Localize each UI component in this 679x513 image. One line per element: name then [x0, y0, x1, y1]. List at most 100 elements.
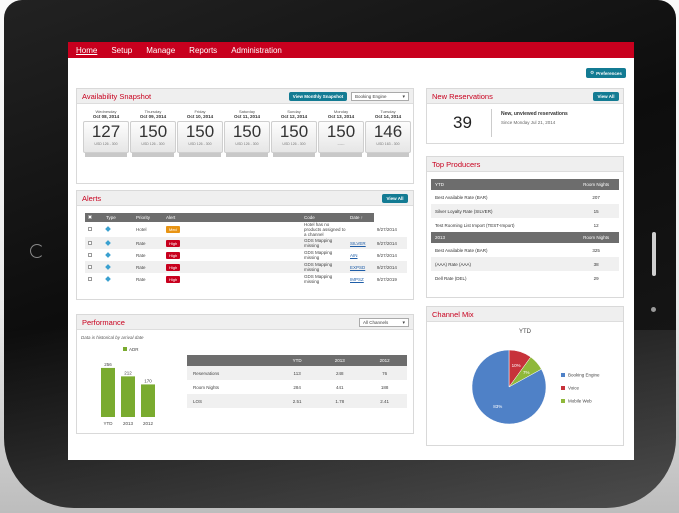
- view-monthly-snapshot-button[interactable]: View Monthly Snapshot: [289, 92, 347, 101]
- rate-range: USD 126 - 300: [94, 142, 118, 146]
- pie-data-label: 10%: [512, 363, 521, 368]
- nav-administration[interactable]: Administration: [231, 45, 282, 55]
- priority-badge: High: [166, 239, 181, 247]
- table-row[interactable]: Silver Loyalty Rate (SILVER) 15: [431, 204, 619, 218]
- row-checkbox[interactable]: [88, 276, 92, 281]
- room-nights-value: 207: [592, 194, 600, 200]
- rate-plan-name: Best Available Rate (BAR): [435, 194, 488, 200]
- divider: [491, 109, 492, 137]
- legend-label: Voice: [568, 386, 580, 391]
- top-nav: Home Setup Manage Reports Administration: [68, 42, 634, 58]
- priority-badge: Med: [166, 226, 180, 233]
- col-priority[interactable]: Priority: [133, 213, 163, 222]
- diamond-icon: [105, 251, 111, 258]
- legend-swatch: [561, 399, 565, 403]
- nav-setup[interactable]: Setup: [111, 45, 133, 55]
- nav-manage[interactable]: Manage: [146, 45, 176, 55]
- day-name: Wednesday: [95, 109, 117, 114]
- col-alert[interactable]: Alert: [163, 213, 301, 222]
- table-row[interactable]: Hotel Med Hotel has no products assigned t…: [85, 222, 407, 237]
- availability-count: 150: [185, 122, 215, 141]
- select-all-checkbox[interactable]: [88, 215, 92, 219]
- alert-text: GDS Mapping missing: [301, 261, 347, 273]
- col-date[interactable]: Date ↑: [347, 213, 374, 222]
- availability-day[interactable]: Sunday Oct 12, 2014 150 USD 126 - 300: [271, 109, 317, 157]
- alert-text: GDS Mapping missing: [304, 250, 333, 260]
- availability-count: 150: [326, 122, 356, 141]
- day-bar: [273, 153, 315, 157]
- bar-2012[interactable]: [141, 384, 155, 417]
- day-bar: [226, 153, 268, 157]
- channel-mix-pie-chart: YTD 10%7% 83% Booking Engine Voice Mobile Web: [471, 329, 600, 425]
- alerts-view-all-button[interactable]: View All: [382, 194, 408, 203]
- metric-value: 76: [362, 366, 407, 380]
- alert-code-link[interactable]: SILVER: [350, 240, 366, 246]
- alert-text: GDS Mapping missing: [301, 237, 347, 249]
- availability-day[interactable]: Monday Oct 13, 2014 150 ------: [318, 109, 364, 157]
- availability-day[interactable]: Saturday Oct 11, 2014 150 USD 126 - 300: [224, 109, 270, 157]
- availability-day[interactable]: Tuesday Oct 14, 2014 146 USD 163 - 300: [365, 109, 411, 157]
- reservations-count[interactable]: 39: [453, 113, 472, 132]
- bar-2013[interactable]: [121, 376, 135, 417]
- table-row[interactable]: Rate High GDS Mapping missing IMPSZ 9/27/201…: [85, 273, 407, 285]
- col-2013: 2013: [317, 355, 363, 366]
- table-row[interactable]: Test Rooming List Import (TEST-Import) 12: [431, 218, 619, 232]
- alert-code-link[interactable]: EXPSD: [350, 264, 366, 270]
- alert-code-link[interactable]: AIN: [350, 252, 358, 258]
- day-name: Thursday: [144, 109, 162, 114]
- nav-home[interactable]: Home: [76, 45, 98, 55]
- day-name: Sunday: [287, 109, 301, 114]
- producers-col-room-nights: Room Nights: [569, 179, 619, 190]
- booking-engine-select[interactable]: Booking Engine ▾: [351, 92, 409, 101]
- row-checkbox[interactable]: [88, 240, 92, 245]
- alert-date: 9/27/2014: [373, 237, 407, 249]
- reservations-title: New Reservations: [432, 91, 493, 101]
- bar-value-label: 212: [124, 370, 132, 375]
- table-row[interactable]: Rate High GDS Mapping missing EXPSD 9/27/201…: [85, 261, 407, 273]
- table-row[interactable]: (AAA) Rate (AAA) 38: [431, 257, 619, 271]
- legend-swatch: [561, 386, 565, 390]
- availability-day[interactable]: Wednesday Oct 08, 2014 127 USD 126 - 300: [83, 109, 129, 157]
- table-row: Room Nights 284 441 188: [187, 380, 407, 394]
- diamond-icon: [105, 226, 111, 232]
- preferences-button[interactable]: ⚙ Preferences: [586, 68, 626, 78]
- row-checkbox[interactable]: [88, 252, 92, 257]
- col-code[interactable]: Code: [301, 213, 347, 222]
- x-tick-label: YTD: [104, 421, 114, 426]
- day-bar: [85, 153, 127, 157]
- producers-section-header: 2013 Room Nights: [431, 232, 619, 243]
- rate-plan-name: Silver Loyalty Rate (SILVER): [431, 204, 570, 218]
- legend-swatch-adr: [123, 347, 127, 351]
- nav-reports[interactable]: Reports: [189, 45, 218, 55]
- availability-count: 150: [138, 122, 168, 141]
- metric-value: 188: [380, 384, 389, 390]
- day-bar: [132, 153, 174, 157]
- availability-day[interactable]: Thursday Oct 09, 2014 150 USD 126 - 300: [130, 109, 176, 157]
- alert-date: 9/27/2014: [373, 261, 407, 273]
- room-nights-value: 15: [569, 204, 619, 218]
- bar-value-label: 256: [104, 362, 112, 367]
- table-row[interactable]: Rate High GDS Mapping missing AIN 9/27/2014: [85, 249, 407, 261]
- reservations-view-all-button[interactable]: View All: [593, 92, 619, 101]
- table-row[interactable]: Best Available Rate (BAR) 207: [431, 190, 619, 204]
- alert-code-link[interactable]: IMPSZ: [350, 276, 364, 282]
- availability-day[interactable]: Friday Oct 10, 2014 150 USD 126 - 300: [177, 109, 223, 157]
- camera-dot: [651, 307, 656, 312]
- table-row[interactable]: Dell Rate (DEL) 29: [431, 271, 619, 285]
- table-row[interactable]: Rate High GDS Mapping missing SILVER 9/27/20…: [85, 237, 407, 249]
- rate-plan-name: Dell Rate (DEL): [435, 275, 467, 281]
- all-channels-select[interactable]: All Channels ▾: [359, 318, 409, 327]
- col-type[interactable]: Type: [103, 213, 133, 222]
- table-row[interactable]: Best Available Rate (BAR) 325: [431, 243, 619, 257]
- day-date: Oct 09, 2014: [139, 114, 167, 119]
- day-date: Oct 11, 2014: [233, 114, 261, 119]
- performance-panel: Performance All Channels ▾ Data is histo…: [76, 314, 414, 434]
- rate-plan-name: (AAA) Rate (AAA): [431, 257, 570, 271]
- row-checkbox[interactable]: [88, 264, 92, 269]
- availability-count: 150: [279, 122, 309, 141]
- alerts-table: Type Priority Alert Code Date ↑ Hotel Med…: [85, 213, 407, 285]
- pie-slice-booking-engine[interactable]: [471, 349, 547, 425]
- bar-ytd[interactable]: [101, 367, 115, 417]
- row-checkbox[interactable]: [88, 227, 92, 231]
- day-date: Oct 12, 2014: [280, 114, 308, 119]
